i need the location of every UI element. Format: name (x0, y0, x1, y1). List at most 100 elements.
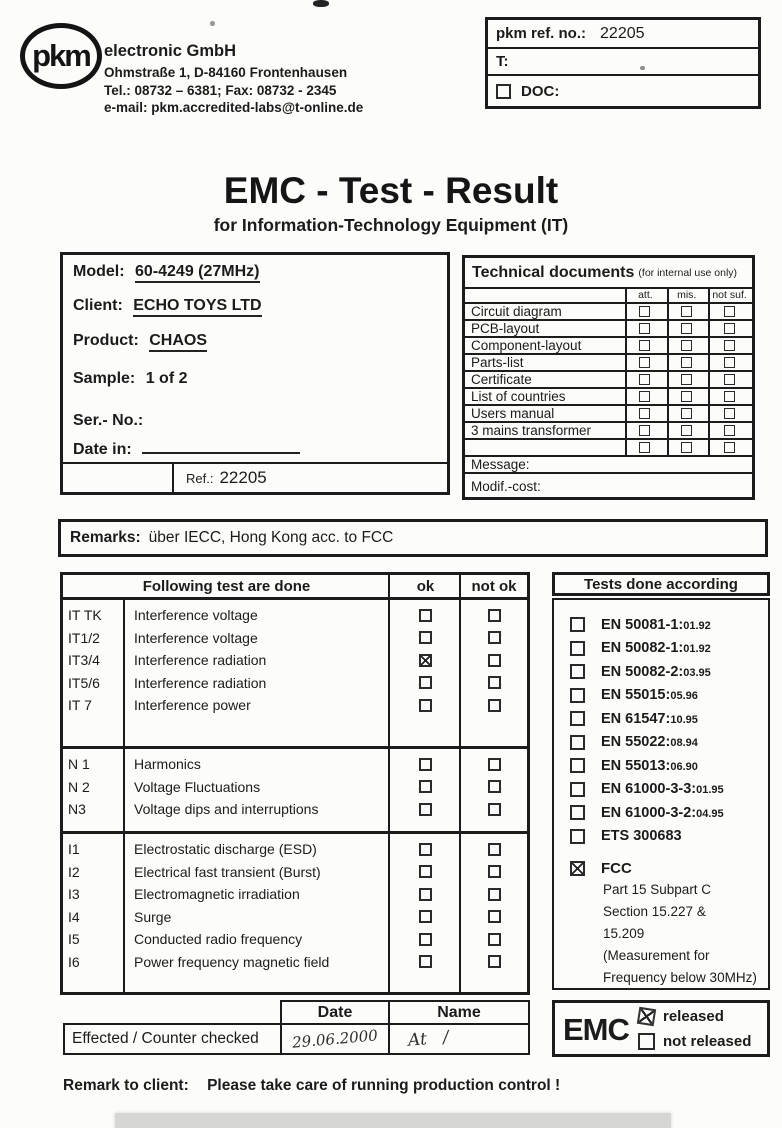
divider (459, 600, 461, 746)
mis-checkbox[interactable] (680, 374, 692, 385)
standard-checkbox[interactable] (570, 734, 585, 750)
att-checkbox[interactable] (639, 357, 651, 368)
att-checkbox[interactable] (639, 306, 651, 317)
not-ok-checkbox[interactable] (487, 608, 501, 622)
ok-checkbox[interactable] (419, 955, 432, 969)
mis-checkbox[interactable] (680, 425, 692, 436)
test-description: Interference voltage (134, 629, 258, 646)
not-ok-checkbox[interactable] (487, 887, 501, 901)
standard-name: EN 55015: (601, 687, 671, 704)
not-ok-checkbox[interactable] (487, 932, 501, 946)
ok-checkbox[interactable] (419, 780, 432, 794)
ok-checkbox[interactable] (419, 757, 432, 771)
standard-checkbox[interactable] (570, 758, 585, 774)
test-row: I6 Power frequency magnetic field (63, 951, 527, 974)
standard-checkbox[interactable] (570, 828, 585, 844)
att-checkbox[interactable] (639, 374, 651, 385)
standard-checkbox[interactable] (570, 711, 585, 727)
ok-checkbox[interactable] (419, 910, 432, 924)
mis-checkbox[interactable] (680, 391, 692, 402)
standard-checkbox[interactable] (570, 640, 585, 656)
fcc-checkbox[interactable] (570, 860, 585, 876)
ok-checkbox[interactable] (419, 631, 432, 645)
not-released-checkbox[interactable] (638, 1033, 655, 1050)
ok-checkbox[interactable] (419, 653, 432, 667)
standard-checkbox[interactable] (570, 781, 585, 797)
standards-title: Tests done according (584, 575, 738, 593)
date-in-blank-line[interactable] (142, 438, 301, 454)
mis-checkbox[interactable] (680, 357, 692, 368)
emc-release-box: EMC released not released (552, 1000, 770, 1057)
att-checkbox[interactable] (639, 408, 651, 419)
doc-label: DOC: (521, 82, 560, 100)
signoff-date-cell: 29.06.2000 (280, 1023, 390, 1055)
att-checkbox[interactable] (639, 323, 651, 334)
standard-checkbox[interactable] (570, 687, 585, 703)
ok-checkbox[interactable] (419, 802, 432, 816)
not-ok-checkbox[interactable] (487, 698, 501, 712)
not-suf-checkbox[interactable] (724, 323, 736, 334)
not-ok-checkbox[interactable] (487, 653, 501, 667)
test-description: Electrical fast transient (Burst) (134, 863, 321, 880)
not-suf-checkbox[interactable] (724, 442, 736, 453)
company-phone: Tel.: 08732 – 6381; Fax: 08732 - 2345 (104, 82, 337, 98)
mis-checkbox[interactable] (680, 323, 692, 334)
divider (708, 289, 710, 457)
not-suf-checkbox[interactable] (724, 340, 736, 351)
standard-version: 10.95 (670, 713, 698, 726)
remarks-box: Remarks: über IECC, Hong Kong acc. to FC… (58, 519, 768, 557)
standard-checkbox[interactable] (570, 805, 585, 821)
standard-item: EN 61547:10.95 (554, 707, 768, 731)
tech-doc-label: Parts-list (471, 355, 524, 370)
mis-checkbox[interactable] (680, 408, 692, 419)
att-checkbox[interactable] (639, 442, 651, 453)
test-description: Interference radiation (134, 652, 267, 669)
not-ok-checkbox[interactable] (487, 676, 501, 690)
ok-checkbox[interactable] (419, 676, 432, 690)
test-description: Conducted radio frequency (134, 931, 303, 948)
technical-documents-table: att. mis. not suf. Circuit diagram PCB-l… (465, 289, 752, 457)
not-suf-checkbox[interactable] (724, 306, 736, 317)
standard-checkbox[interactable] (570, 617, 585, 633)
standard-checkbox[interactable] (570, 664, 585, 680)
released-checkbox[interactable] (636, 1006, 657, 1027)
not-ok-checkbox[interactable] (487, 955, 501, 969)
test-code: N 1 (68, 756, 90, 773)
att-checkbox[interactable] (639, 425, 651, 436)
not-ok-checkbox[interactable] (487, 802, 501, 816)
test-code: I4 (68, 908, 80, 925)
tech-doc-label: Users manual (471, 406, 555, 421)
signoff-row-label-cell: Effected / Counter checked (63, 1023, 282, 1055)
ok-checkbox[interactable] (419, 887, 432, 901)
ok-checkbox[interactable] (419, 698, 432, 712)
ok-checkbox[interactable] (419, 842, 432, 856)
not-ok-checkbox[interactable] (487, 780, 501, 794)
ok-checkbox[interactable] (419, 608, 432, 622)
not-ok-checkbox[interactable] (487, 865, 501, 879)
att-checkbox[interactable] (639, 340, 651, 351)
att-checkbox[interactable] (639, 391, 651, 402)
ok-checkbox[interactable] (419, 932, 432, 946)
test-row: IT TK Interference voltage (63, 604, 527, 627)
tests-section-n: N 1 Harmonics N 2 Voltage Fluctuations (63, 746, 527, 831)
mis-checkbox[interactable] (680, 340, 692, 351)
standard-item: EN 55022:08.94 (554, 731, 768, 755)
not-suf-checkbox[interactable] (724, 408, 736, 419)
serial-label: Ser.- No.: (73, 412, 144, 429)
not-ok-checkbox[interactable] (487, 757, 501, 771)
doc-checkbox[interactable] (496, 83, 511, 99)
not-suf-checkbox[interactable] (724, 357, 736, 368)
fcc-detail-line: (Measurement for (603, 948, 710, 963)
mis-checkbox[interactable] (680, 442, 692, 453)
not-suf-checkbox[interactable] (724, 425, 736, 436)
not-ok-checkbox[interactable] (487, 842, 501, 856)
ref-number-value: 22205 (600, 24, 645, 42)
not-suf-checkbox[interactable] (724, 391, 736, 402)
test-row: I3 Electromagnetic irradiation (63, 883, 527, 906)
standard-name: EN 55022: (601, 734, 671, 751)
not-ok-checkbox[interactable] (487, 631, 501, 645)
not-ok-checkbox[interactable] (487, 910, 501, 924)
not-suf-checkbox[interactable] (724, 374, 736, 385)
mis-checkbox[interactable] (680, 306, 692, 317)
ok-checkbox[interactable] (419, 865, 432, 879)
